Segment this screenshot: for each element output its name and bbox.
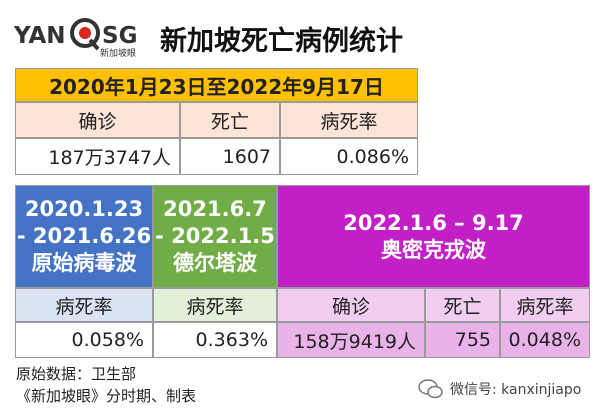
wave-value: 158万9419人	[277, 322, 425, 358]
wave-value: 0.058%	[15, 322, 153, 358]
title: 新加坡死亡病例统计	[160, 25, 403, 57]
wave-col-header: 病死率	[153, 288, 277, 322]
wave-col-header: 病死率	[15, 288, 153, 322]
wave-period: 2022.1.6 – 9.17	[343, 210, 524, 235]
logo-left: YAN	[14, 23, 66, 49]
wave-header: 2021.6.7 - 2022.1.5 德尔塔波	[153, 185, 277, 288]
wave-period: - 2021.6.26	[16, 224, 152, 248]
wave-period: 2021.6.7	[163, 197, 267, 221]
wave-value: 0.048%	[500, 322, 590, 358]
footer-credit: 《新加坡眼》分时期、制表	[16, 386, 197, 405]
wave-name: 原始病毒波	[31, 251, 137, 275]
wave-value: 0.363%	[153, 322, 277, 358]
wave-col-header: 确诊	[277, 288, 425, 322]
overall-value: 0.086%	[280, 138, 418, 175]
overall-header: 确诊	[15, 102, 180, 138]
overall-value: 1607	[180, 138, 280, 175]
wave-period: - 2022.1.5	[155, 224, 275, 248]
logo-right: SG	[102, 23, 138, 49]
wave-header: 2022.1.6 – 9.17 奥密克戎波	[277, 185, 590, 288]
overall-value: 187万3747人	[15, 138, 180, 175]
wave-period: 2020.1.23	[24, 197, 144, 221]
wave-col-header: 死亡	[425, 288, 500, 322]
wave-col-header: 病死率	[500, 288, 590, 322]
wave-name: 奥密克戎波	[381, 237, 486, 262]
logo-sub: 新加坡眼	[100, 48, 137, 59]
overall-header: 死亡	[180, 102, 280, 138]
overall-header: 病死率	[280, 102, 418, 138]
footer-wechat: 微信号: kanxinjiapo	[450, 382, 582, 398]
wave-value: 755	[425, 322, 500, 358]
overall-period: 2020年1月23日至2022年9月17日	[15, 68, 418, 102]
wechat-icon	[418, 379, 443, 399]
footer-source: 原始数据：卫生部	[16, 364, 137, 383]
wave-header: 2020.1.23 - 2021.6.26 原始病毒波	[15, 185, 153, 288]
logo-icon	[70, 18, 100, 51]
wave-name: 德尔塔波	[173, 251, 257, 275]
